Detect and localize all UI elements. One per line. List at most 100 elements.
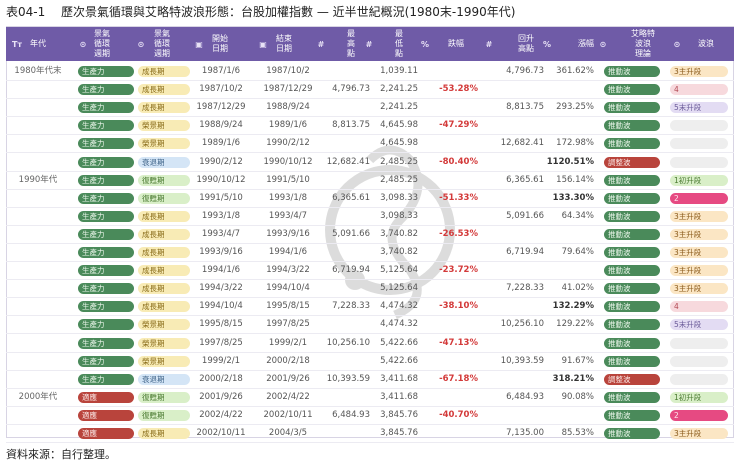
drop-cell: -47.13% xyxy=(439,337,478,348)
rise-cell xyxy=(546,80,594,99)
table-row[interactable]: 生產力 榮景期 1997/8/25 1999/2/1 10,256.10 5,422.66… xyxy=(6,334,734,353)
table-row[interactable]: 生產力 成長期 1993/1/8 1993/4/7 3,098.33 5,091.66 64… xyxy=(6,207,734,226)
drop-cell xyxy=(426,352,478,371)
high-point-cell: 6,719.94 xyxy=(332,265,370,276)
header-cycle[interactable]: 景氣 循環 週期 xyxy=(94,29,110,58)
table-row[interactable]: 生產力 成長期 1994/1/6 1994/3/22 6,719.94 5,125.64 -… xyxy=(6,261,734,281)
rebound-cell xyxy=(488,261,544,280)
start-date-cell: 1999/2/1 xyxy=(201,355,241,366)
header-drop-icon: % xyxy=(420,39,429,49)
elliott-badge: 推動波 xyxy=(604,84,660,96)
start-date-cell: 1993/4/7 xyxy=(201,228,241,239)
table-row[interactable]: 生產力 衰退期 2000/2/18 2001/9/26 10,393.59 3,411.6… xyxy=(6,370,734,389)
wave-badge xyxy=(670,337,728,349)
header-phase[interactable]: 景氣 循環 週期 xyxy=(154,29,170,58)
end-date-cell: 1990/2/12 xyxy=(266,138,310,149)
drop-cell xyxy=(426,424,478,443)
end-date-cell: 1991/5/10 xyxy=(266,174,310,185)
low-point-cell: 4,645.98 xyxy=(380,138,418,149)
low-point-cell: 3,845.76 xyxy=(380,409,418,420)
cycle-badge: 生產力 xyxy=(78,84,134,96)
wave-badge: 3主升段 xyxy=(670,428,728,439)
cycle-badge: 生產力 xyxy=(78,66,134,77)
wave-badge: 5末升段 xyxy=(670,102,728,114)
table-row[interactable]: 生產力 成長期 1993/4/7 1993/9/16 5,091.66 3,740.82 -… xyxy=(6,225,734,244)
table-row[interactable]: 生產力 成長期 1994/3/22 1994/10/4 5,125.64 7,228.33… xyxy=(6,279,734,299)
header-elliott[interactable]: 艾略特 波浪 理論 xyxy=(631,29,655,58)
drop-cell: -51.33% xyxy=(439,192,478,203)
table-row[interactable]: 生產力 榮景期 1995/8/15 1997/8/25 4,474.32 10,256.1… xyxy=(6,315,734,335)
table-row[interactable]: 1980年代末 生產力 成長期 1987/1/6 1987/10/2 1,039.11 4,… xyxy=(6,62,734,81)
rebound-cell xyxy=(488,153,544,172)
era-cell xyxy=(6,189,70,208)
header-low[interactable]: 最 低 點 xyxy=(395,29,403,58)
table-row[interactable]: 適應 復甦期 2002/4/22 2002/10/11 6,484.93 3,845.76… xyxy=(6,406,734,425)
start-date-cell: 1997/8/25 xyxy=(199,337,243,348)
rise-cell xyxy=(546,406,594,425)
rise-cell xyxy=(546,225,594,244)
table-row[interactable]: 生產力 榮景期 1989/1/6 1990/2/12 4,645.98 12,682.41… xyxy=(6,134,734,154)
era-cell xyxy=(6,207,70,226)
table-row[interactable]: 生產力 成長期 1993/9/16 1994/1/6 3,740.82 6,719.94 7… xyxy=(6,243,734,262)
table-row[interactable]: 適應 成長期 2002/10/11 2004/3/5 3,845.76 7,135.00 8… xyxy=(6,424,734,443)
high-point-cell xyxy=(318,98,370,117)
rebound-cell: 6,719.94 xyxy=(506,247,544,257)
elliott-badge: 推動波 xyxy=(604,174,660,186)
table-row[interactable]: 生產力 復甦期 1991/5/10 1993/1/8 6,365.61 3,098.33 -… xyxy=(6,189,734,208)
low-point-cell: 5,422.66 xyxy=(380,355,418,366)
cycle-badge: 生產力 xyxy=(78,228,134,240)
table-row[interactable]: 生產力 成長期 1994/10/4 1995/8/15 7,228.33 4,474.32… xyxy=(6,297,734,317)
drop-cell xyxy=(426,171,478,190)
header-drop[interactable]: 跌幅 xyxy=(448,39,464,48)
header-start-icon: ▣ xyxy=(195,39,203,49)
cycle-badge: 生產力 xyxy=(78,247,134,258)
phase-badge: 榮景期 xyxy=(138,337,190,349)
era-cell xyxy=(6,352,70,371)
rise-cell: 1120.51% xyxy=(546,156,594,167)
rebound-cell: 7,228.33 xyxy=(506,283,544,294)
low-point-cell: 5,125.64 xyxy=(380,283,418,294)
header-wave[interactable]: 波浪 xyxy=(698,39,714,48)
era-cell xyxy=(6,225,70,244)
header-rebound[interactable]: 回升 高點 xyxy=(518,34,534,53)
end-date-cell: 1995/8/15 xyxy=(266,301,310,312)
elliott-badge: 推動波 xyxy=(604,283,660,295)
elliott-badge: 推動波 xyxy=(604,319,660,331)
table-row[interactable]: 生產力 榮景期 1999/2/1 2000/2/18 5,422.66 10,393.59… xyxy=(6,352,734,371)
table-row[interactable]: 1990年代 生產力 復甦期 1990/10/12 1991/5/10 2,485.25 6… xyxy=(6,171,734,190)
table-row[interactable]: 生產力 榮景期 1988/9/24 1989/1/6 8,813.75 4,645.98 -… xyxy=(6,116,734,136)
header-end[interactable]: 結束 日期 xyxy=(276,34,292,53)
phase-badge: 成長期 xyxy=(138,428,190,439)
wave-badge xyxy=(670,120,728,132)
header-era[interactable]: 年代 xyxy=(30,39,46,48)
table-row[interactable]: 生產力 衰退期 1990/2/12 1990/10/12 12,682.41 2,485.… xyxy=(6,153,734,172)
era-cell xyxy=(6,116,70,135)
header-start[interactable]: 開始 日期 xyxy=(212,34,228,53)
elliott-badge: 推動波 xyxy=(604,66,660,77)
cycle-badge: 生產力 xyxy=(78,265,134,277)
rebound-cell: 10,256.10 xyxy=(500,319,544,330)
phase-badge: 榮景期 xyxy=(138,120,190,132)
cycle-badge: 適應 xyxy=(78,428,134,439)
low-point-cell: 2,241.25 xyxy=(380,84,418,95)
table-row[interactable]: 生產力 成長期 1987/12/29 1988/9/24 2,241.25 8,813.7… xyxy=(6,98,734,118)
table-row[interactable]: 2000年代 適應 復甦期 2001/9/26 2002/4/22 3,411.68 6,4… xyxy=(6,388,734,407)
cycle-badge: 生產力 xyxy=(78,102,134,114)
rise-cell: 85.53% xyxy=(561,428,594,438)
header-end-icon: ▣ xyxy=(259,39,267,49)
cycle-badge: 生產力 xyxy=(78,301,134,313)
header-cycle-icon: ⊙ xyxy=(79,39,87,49)
rebound-cell xyxy=(488,370,544,389)
table-row[interactable]: 生產力 成長期 1987/10/2 1987/12/29 4,796.73 2,241.2… xyxy=(6,80,734,100)
end-date-cell: 2001/9/26 xyxy=(266,373,310,384)
low-point-cell: 4,474.32 xyxy=(380,301,418,312)
header-rise[interactable]: 漲幅 xyxy=(578,39,594,48)
wave-badge: 3主升段 xyxy=(670,66,728,77)
header-high[interactable]: 最 高 點 xyxy=(347,29,355,58)
rebound-cell: 10,393.59 xyxy=(500,355,544,366)
high-point-cell: 8,813.75 xyxy=(332,120,370,131)
header-high-icon: # xyxy=(317,39,325,49)
start-date-cell: 2001/9/26 xyxy=(199,391,243,402)
cycle-badge: 生產力 xyxy=(78,192,134,204)
wave-badge: 3主升段 xyxy=(670,247,728,258)
